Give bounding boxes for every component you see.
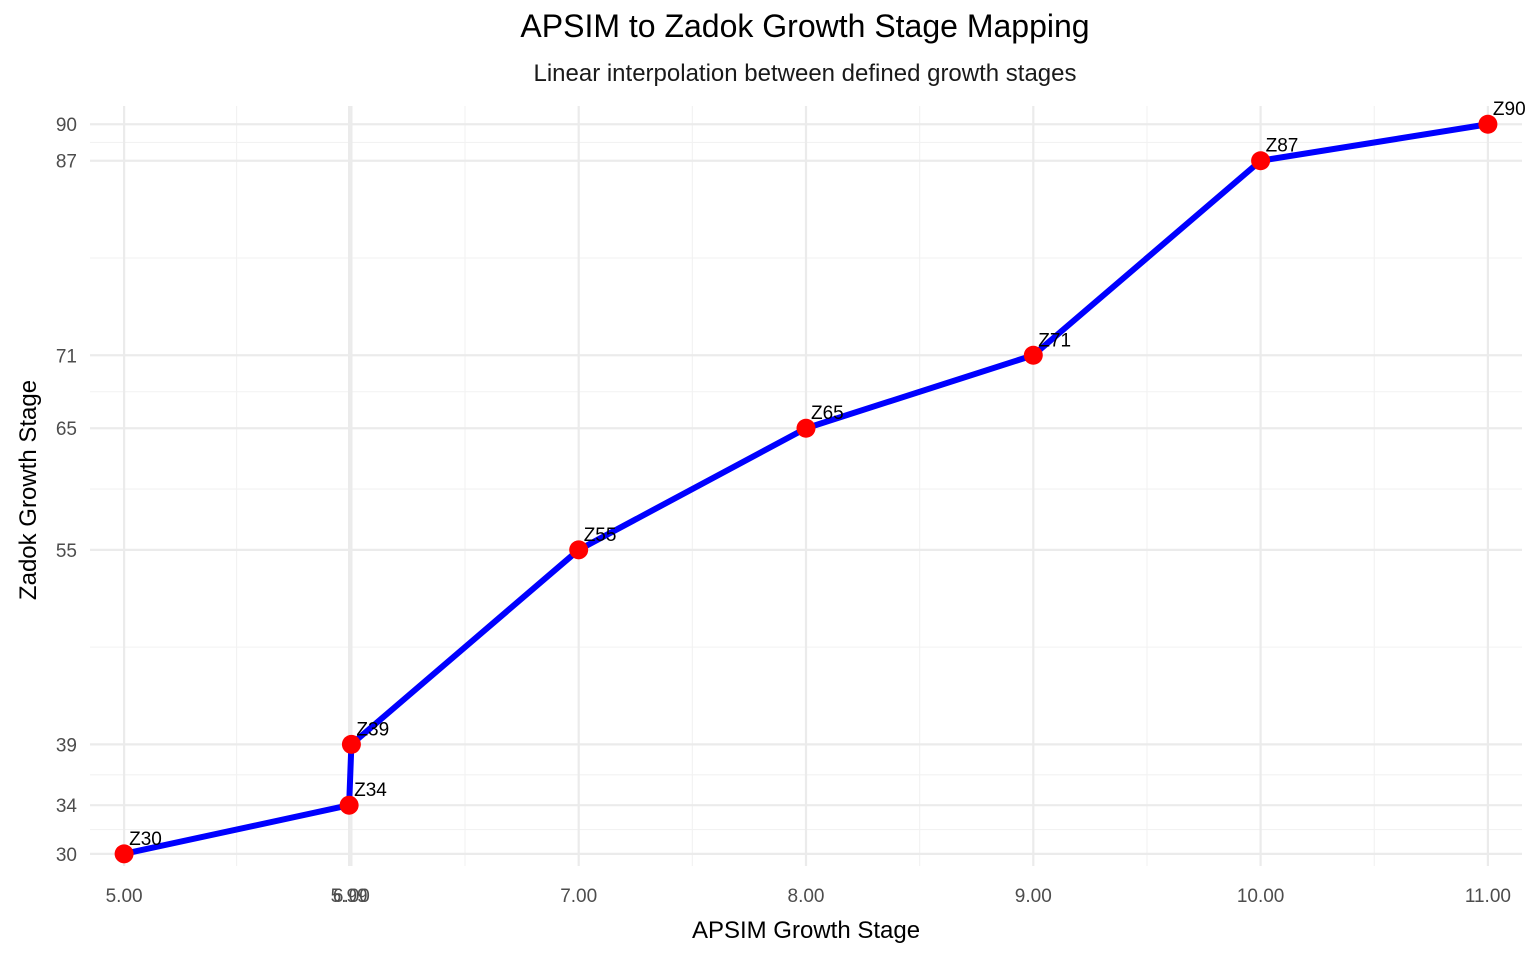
data-point: [1251, 151, 1271, 171]
chart-subtitle: Linear interpolation between defined gro…: [533, 60, 1077, 87]
data-point: [1478, 114, 1498, 134]
data-point: [1023, 345, 1043, 365]
y-tick-label: 39: [56, 735, 77, 756]
point-label: Z87: [1266, 136, 1299, 157]
y-axis-title: Zadok Growth Stage: [15, 380, 42, 600]
tick-labels: 5.00 5.996.00 7.00 8.00 9.00 10.00 11.00 30 34 39…: [56, 115, 1511, 907]
data-point: [569, 540, 589, 560]
x-tick-label: 5.00: [106, 886, 143, 907]
data-point: [114, 844, 134, 864]
point-labels: Z30 Z34 Z39 Z55 Z65 Z71 Z87 Z90: [129, 99, 1526, 850]
point-label: Z71: [1038, 330, 1071, 351]
data-point: [341, 734, 361, 754]
data-point: [339, 795, 359, 815]
series-line-group: [123, 121, 1489, 857]
chart-title: APSIM to Zadok Growth Stage Mapping: [520, 8, 1090, 44]
y-tick-label: 30: [56, 845, 77, 866]
x-tick-label: 6.00: [333, 886, 370, 907]
y-tick-label: 87: [56, 152, 77, 173]
x-tick-label: 9.00: [1015, 886, 1052, 907]
grid: [90, 106, 1522, 866]
point-label: Z39: [356, 719, 389, 740]
x-tick-label: 11.00: [1465, 886, 1511, 907]
x-tick-label: 5.99: [331, 886, 368, 907]
x-tick-label: 8.00: [788, 886, 825, 907]
x-tick-label: 7.00: [560, 886, 597, 907]
x-axis-title: APSIM Growth Stage: [692, 917, 920, 944]
x-tick-label: 10.00: [1237, 886, 1285, 907]
point-label: Z55: [584, 525, 617, 546]
y-tick-label: 90: [56, 115, 77, 136]
point-label: Z90: [1493, 99, 1526, 120]
data-points: [114, 114, 1498, 864]
y-tick-label: 71: [56, 346, 77, 367]
series-line: [123, 121, 1489, 857]
y-tick-label: 34: [56, 796, 78, 817]
point-label: Z30: [129, 829, 162, 850]
y-tick-label: 55: [56, 541, 77, 562]
point-label: Z34: [354, 780, 387, 801]
point-label: Z65: [811, 403, 844, 424]
y-tick-label: 65: [56, 419, 77, 440]
data-point: [796, 418, 816, 438]
